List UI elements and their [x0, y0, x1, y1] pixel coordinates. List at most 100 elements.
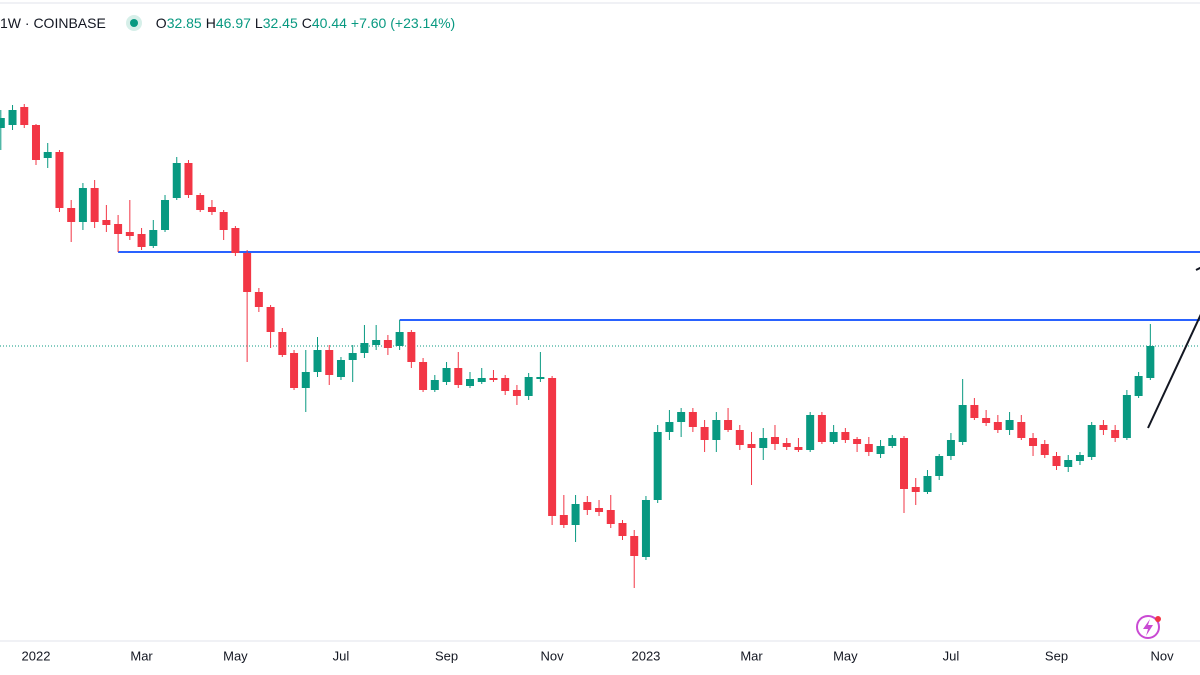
candle-body — [372, 340, 381, 345]
ohlc-key: C — [301, 15, 312, 31]
candle-body — [454, 368, 463, 385]
candle-body — [231, 228, 240, 253]
candle-body — [278, 332, 287, 355]
candle-body — [0, 118, 5, 128]
candle-body — [606, 510, 615, 524]
x-tick-label: 2022 — [22, 648, 51, 663]
candle-body — [1040, 444, 1049, 455]
candle-body — [489, 378, 498, 380]
candle-body — [207, 207, 216, 212]
candle-body — [90, 188, 99, 222]
lightning-icon[interactable] — [1136, 615, 1161, 639]
candle-body — [8, 110, 17, 125]
candle-body — [336, 360, 345, 377]
candle-body — [935, 456, 944, 476]
candle-body — [794, 447, 803, 450]
candle-body — [864, 444, 873, 452]
candle-body — [559, 515, 568, 525]
candle-body — [524, 377, 533, 396]
candle-body — [266, 307, 275, 332]
candle-body — [747, 444, 756, 448]
candle-body — [641, 500, 650, 557]
candle-body — [630, 536, 639, 556]
candle-body — [665, 422, 674, 432]
candle-body — [290, 353, 299, 388]
candle-body — [348, 353, 357, 360]
candle-body — [993, 422, 1002, 430]
candle-body — [43, 152, 52, 158]
x-tick-label: Jul — [333, 648, 350, 663]
candle-body — [806, 415, 815, 450]
candle-body — [900, 438, 909, 489]
change: +7.60 (+23.14%) — [350, 15, 456, 31]
ohlc-value: 40.44 — [311, 15, 347, 31]
candle-body — [419, 362, 428, 390]
candle-body — [735, 430, 744, 445]
plot: 2022 Mar May Jul Sep Nov 2023 Mar May Jul Sep Nov — [0, 104, 1200, 663]
candle-body — [184, 163, 193, 195]
candle-body — [477, 378, 486, 382]
ohlc-key: L — [254, 15, 263, 31]
candle-body — [829, 432, 838, 442]
candle-body — [466, 379, 474, 386]
candle-body — [196, 195, 205, 210]
candle-body — [1111, 430, 1120, 438]
candle-body — [1052, 456, 1061, 466]
candle-body — [923, 476, 932, 492]
candle-body — [325, 350, 334, 375]
candle-body — [853, 439, 862, 444]
x-tick-label: 2023 — [631, 648, 660, 663]
candle-body — [512, 390, 521, 396]
candle-body — [1087, 425, 1096, 457]
candle-body — [360, 343, 369, 353]
x-tick-label: Sep — [1045, 648, 1068, 663]
candle-body — [161, 200, 170, 230]
x-tick-label: Nov — [541, 648, 565, 663]
ohlc-value: 32.45 — [262, 15, 298, 31]
ohlc-values: O32.85 H46.97 L32.45 C40.44 — [156, 15, 351, 31]
candle-body — [442, 368, 451, 382]
x-tick-label: Mar — [740, 648, 763, 663]
candle-body — [888, 438, 897, 446]
symbol: 1W · COINBASE — [0, 15, 106, 31]
candle-body — [125, 232, 134, 236]
legend-header: 1W · COINBASE O32.85 H46.97 L32.45 C40.44 +… — [0, 12, 455, 34]
candle-body — [583, 502, 592, 510]
candle-body — [243, 253, 252, 292]
candle-body — [1075, 455, 1084, 461]
candle-body — [55, 152, 64, 208]
candle-body — [78, 188, 87, 222]
x-tick-label: Jul — [943, 648, 960, 663]
candle-body — [1005, 420, 1014, 430]
candle-body — [817, 415, 826, 442]
candle-body — [548, 378, 557, 516]
candle-body — [1134, 376, 1143, 396]
candle-body — [137, 234, 146, 247]
candle-body — [724, 420, 733, 430]
candle-body — [501, 378, 510, 391]
candle-body — [67, 208, 76, 222]
status-dot — [129, 19, 138, 27]
x-tick-label: Mar — [130, 648, 153, 663]
candle-body — [301, 372, 310, 388]
candle-body — [20, 107, 29, 125]
candle-body — [770, 437, 779, 444]
candle-body — [677, 412, 686, 422]
candle-body — [712, 420, 721, 440]
ohlc-key: O — [155, 15, 167, 31]
candle-body — [782, 443, 791, 447]
candle-body — [254, 292, 263, 307]
candle-body — [958, 405, 967, 442]
ohlc-value: 32.85 — [166, 15, 202, 31]
candle-body — [1017, 422, 1026, 438]
candle-body — [172, 163, 181, 198]
candle-body — [759, 438, 768, 448]
candle-body — [1146, 346, 1155, 378]
candle-body — [571, 504, 580, 525]
candle-body — [31, 125, 40, 160]
candle-body — [970, 405, 979, 418]
candle-body — [653, 432, 662, 500]
candle-body — [841, 432, 850, 440]
candle-body — [618, 523, 627, 536]
